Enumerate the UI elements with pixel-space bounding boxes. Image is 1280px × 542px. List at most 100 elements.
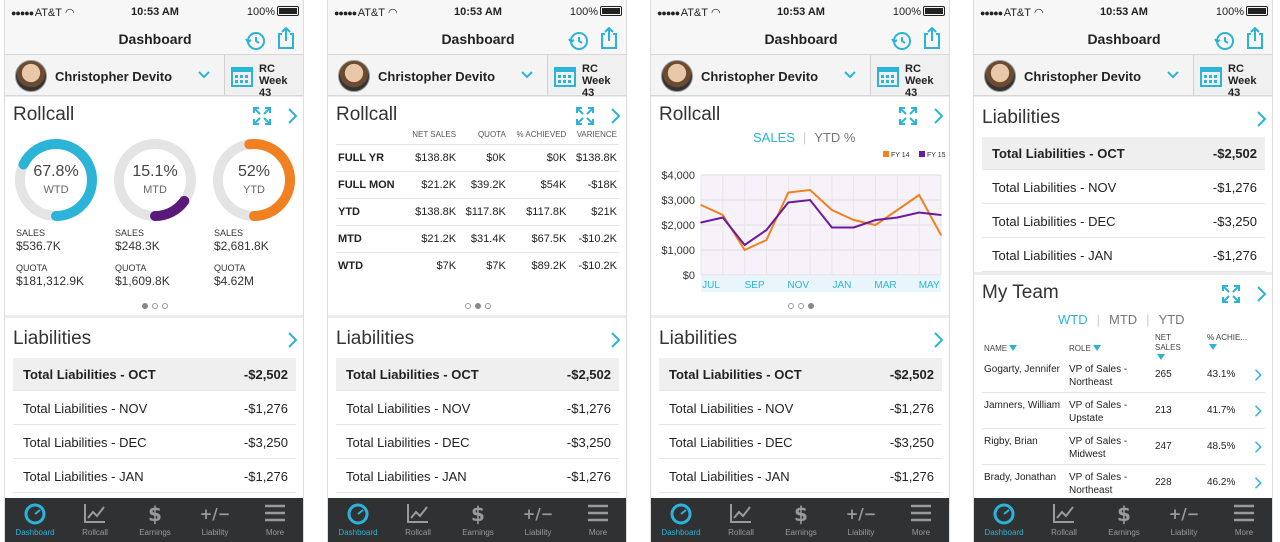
- rc-week-button[interactable]: RC Week 43: [870, 55, 949, 99]
- liability-row[interactable]: Total Liabilities - JAN -$1,276: [13, 460, 296, 493]
- team-member-row[interactable]: Jamners, William VP of Sales - Upstate 213…: [982, 395, 1265, 429]
- tab-more[interactable]: More: [891, 498, 949, 542]
- page-dot[interactable]: [798, 303, 804, 309]
- table-row[interactable]: FULL YR $138.8K $0K $0K $138.8K: [336, 144, 619, 172]
- progress-ring-mtd[interactable]: 15.1% MTD: [112, 137, 198, 223]
- tab-rollcall[interactable]: Rollcall: [711, 498, 771, 542]
- period-mtd[interactable]: MTD: [1109, 312, 1138, 327]
- chevron-down-icon[interactable]: [520, 67, 534, 86]
- chevron-down-icon[interactable]: [197, 67, 211, 86]
- liability-row[interactable]: Total Liabilities - DEC -$3,250: [336, 426, 619, 459]
- liability-row[interactable]: Total Liabilities - JAN -$1,276: [659, 460, 942, 493]
- expand-icon[interactable]: [1222, 285, 1240, 308]
- page-dot[interactable]: [808, 303, 814, 309]
- tab-liability[interactable]: +/− Liability: [1154, 498, 1214, 542]
- table-row[interactable]: WTD $7K $7K $89.2K -$10.2K: [336, 252, 619, 280]
- chevron-right-icon[interactable]: [933, 107, 945, 130]
- expand-icon[interactable]: [576, 107, 594, 130]
- team-member-row[interactable]: Brady, Jonathan VP of Sales - Northeast 22…: [982, 467, 1265, 501]
- chevron-right-icon[interactable]: [1254, 404, 1263, 421]
- tab-earnings[interactable]: $ Earnings: [771, 498, 831, 542]
- tab-dashboard[interactable]: Dashboard: [651, 498, 711, 542]
- share-icon[interactable]: [599, 26, 619, 55]
- table-row[interactable]: YTD $138.8K $117.8K $117.8K $21K: [336, 198, 619, 226]
- tab-more[interactable]: More: [568, 498, 626, 542]
- ytd-toggle[interactable]: YTD %: [814, 130, 856, 145]
- team-member-row[interactable]: Rigby, Brian VP of Sales - Midwest 247 48.5…: [982, 431, 1265, 465]
- tab-rollcall[interactable]: Rollcall: [388, 498, 448, 542]
- chevron-right-icon[interactable]: [610, 331, 622, 354]
- liability-row[interactable]: Total Liabilities - NOV -$1,276: [982, 171, 1265, 204]
- table-row[interactable]: FULL MON $21.2K $39.2K $54K -$18K: [336, 171, 619, 199]
- liability-row[interactable]: Total Liabilities - DEC -$3,250: [982, 205, 1265, 238]
- period-ytd[interactable]: YTD: [1158, 312, 1185, 327]
- progress-ring-ytd[interactable]: 52% YTD: [211, 137, 297, 223]
- liability-row[interactable]: Total Liabilities - JAN -$1,276: [982, 239, 1265, 272]
- page-dot[interactable]: [142, 303, 148, 309]
- share-icon[interactable]: [276, 26, 296, 55]
- liability-row[interactable]: Total Liabilities - NOV -$1,276: [13, 392, 296, 425]
- page-dot[interactable]: [475, 303, 481, 309]
- chevron-right-icon[interactable]: [1254, 368, 1263, 385]
- table-row[interactable]: MTD $21.2K $31.4K $67.5K -$10.2K: [336, 225, 619, 253]
- user-selector[interactable]: Christopher Devito RC Week 43: [5, 54, 303, 99]
- chevron-right-icon[interactable]: [933, 331, 945, 354]
- tab-liability[interactable]: +/− Liability: [185, 498, 245, 542]
- chevron-right-icon[interactable]: [287, 107, 299, 130]
- expand-icon[interactable]: [253, 107, 271, 130]
- page-dot[interactable]: [152, 303, 158, 309]
- sort-header-ach[interactable]: % ACHIE...: [1207, 333, 1255, 353]
- progress-ring-wtd[interactable]: 67.8% WTD: [13, 137, 99, 223]
- share-icon[interactable]: [922, 26, 942, 55]
- rc-week-button[interactable]: RC Week 43: [1193, 55, 1272, 99]
- liability-row[interactable]: Total Liabilities - DEC -$3,250: [659, 426, 942, 459]
- sort-header-net[interactable]: NET SALES: [1155, 333, 1189, 363]
- chevron-down-icon[interactable]: [1166, 67, 1180, 86]
- chevron-down-icon[interactable]: [843, 67, 857, 86]
- tab-earnings[interactable]: $ Earnings: [1094, 498, 1154, 542]
- expand-icon[interactable]: [899, 107, 917, 130]
- chevron-right-icon[interactable]: [287, 331, 299, 354]
- tab-liability[interactable]: +/− Liability: [831, 498, 891, 542]
- sales-toggle[interactable]: SALES: [753, 130, 795, 145]
- period-wtd[interactable]: WTD: [1058, 312, 1088, 327]
- history-icon[interactable]: [243, 29, 267, 58]
- liability-row[interactable]: Total Liabilities - JAN -$1,276: [336, 460, 619, 493]
- liability-row[interactable]: Total Liabilities - NOV -$1,276: [659, 392, 942, 425]
- history-icon[interactable]: [1212, 29, 1236, 58]
- history-icon[interactable]: [566, 29, 590, 58]
- share-icon[interactable]: [1245, 26, 1265, 55]
- tab-liability[interactable]: +/− Liability: [508, 498, 568, 542]
- tab-rollcall[interactable]: Rollcall: [65, 498, 125, 542]
- user-selector[interactable]: Christopher Devito RC Week 43: [974, 54, 1272, 99]
- sort-header-name[interactable]: NAME: [984, 344, 1032, 354]
- tab-rollcall[interactable]: Rollcall: [1034, 498, 1094, 542]
- liability-row[interactable]: Total Liabilities - OCT -$2,502: [336, 358, 619, 391]
- chevron-right-icon[interactable]: [610, 107, 622, 130]
- user-selector[interactable]: Christopher Devito RC Week 43: [328, 54, 626, 99]
- rc-week-button[interactable]: RC Week 43: [547, 55, 626, 99]
- liability-row[interactable]: Total Liabilities - OCT -$2,502: [659, 358, 942, 391]
- team-member-row[interactable]: Gogarty, Jennifer VP of Sales - Northeast…: [982, 359, 1265, 393]
- page-dot[interactable]: [162, 303, 168, 309]
- tab-more[interactable]: More: [1214, 498, 1272, 542]
- history-icon[interactable]: [889, 29, 913, 58]
- tab-earnings[interactable]: $ Earnings: [125, 498, 185, 542]
- tab-dashboard[interactable]: Dashboard: [328, 498, 388, 542]
- user-selector[interactable]: Christopher Devito RC Week 43: [651, 54, 949, 99]
- chevron-right-icon[interactable]: [1254, 476, 1263, 493]
- liability-row[interactable]: Total Liabilities - OCT -$2,502: [13, 358, 296, 391]
- tab-dashboard[interactable]: Dashboard: [5, 498, 65, 542]
- tab-dashboard[interactable]: Dashboard: [974, 498, 1034, 542]
- tab-more[interactable]: More: [245, 498, 303, 542]
- chevron-right-icon[interactable]: [1256, 110, 1268, 133]
- liability-row[interactable]: Total Liabilities - DEC -$3,250: [13, 426, 296, 459]
- page-dot[interactable]: [788, 303, 794, 309]
- rc-week-button[interactable]: RC Week 43: [224, 55, 303, 99]
- liability-row[interactable]: Total Liabilities - NOV -$1,276: [336, 392, 619, 425]
- page-dot[interactable]: [485, 303, 491, 309]
- tab-earnings[interactable]: $ Earnings: [448, 498, 508, 542]
- chevron-right-icon[interactable]: [1254, 440, 1263, 457]
- page-dot[interactable]: [465, 303, 471, 309]
- chevron-right-icon[interactable]: [1256, 285, 1268, 308]
